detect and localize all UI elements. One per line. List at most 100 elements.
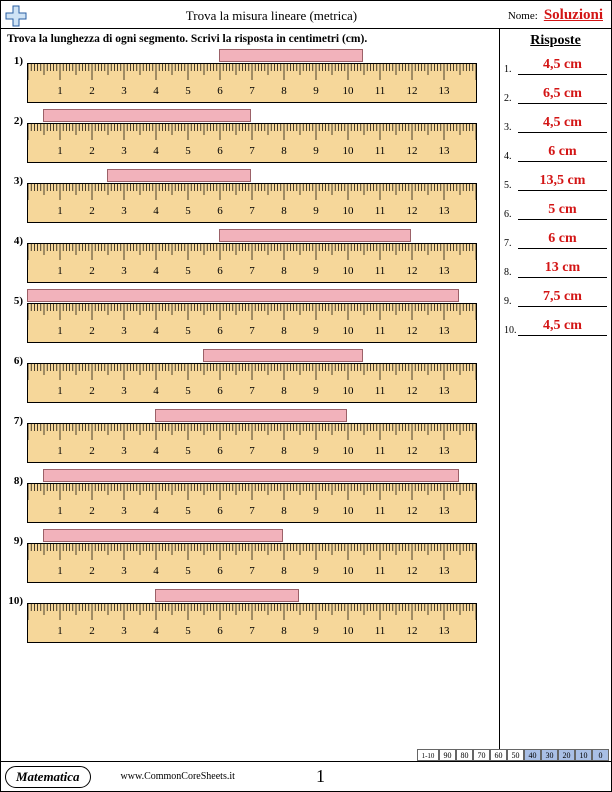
segment-bar (155, 589, 299, 602)
svg-text:6: 6 (217, 325, 223, 337)
problem-row: 9) 12345678910111213 (7, 529, 493, 583)
svg-text:10: 10 (343, 625, 355, 637)
ruler: 12345678910111213 (27, 603, 477, 643)
svg-text:5: 5 (185, 505, 191, 517)
answer-number: 9. (504, 296, 518, 307)
svg-text:13: 13 (439, 85, 451, 97)
svg-text:13: 13 (439, 265, 451, 277)
svg-text:9: 9 (313, 565, 319, 577)
page-title: Trova la misura lineare (metrica) (35, 8, 508, 24)
svg-text:5: 5 (185, 565, 191, 577)
segment-bar (203, 349, 363, 362)
svg-text:5: 5 (185, 205, 191, 217)
score-cell: 70 (473, 749, 490, 761)
answer-number: 1. (504, 64, 518, 75)
answer-row: 8. 13 cm (504, 260, 607, 278)
svg-text:6: 6 (217, 505, 223, 517)
svg-text:11: 11 (375, 325, 386, 337)
svg-text:13: 13 (439, 205, 451, 217)
svg-text:3: 3 (121, 85, 127, 97)
svg-text:10: 10 (343, 565, 355, 577)
problem-body: 12345678910111213 (27, 289, 477, 343)
svg-text:6: 6 (217, 85, 223, 97)
svg-text:8: 8 (281, 145, 287, 157)
ruler: 12345678910111213 (27, 423, 477, 463)
svg-text:13: 13 (439, 505, 451, 517)
svg-text:9: 9 (313, 445, 319, 457)
page-number: 1 (316, 766, 325, 787)
svg-text:2: 2 (89, 85, 95, 97)
answer-value: 13,5 cm (518, 173, 607, 191)
svg-text:1: 1 (57, 385, 63, 397)
svg-text:1: 1 (57, 265, 63, 277)
svg-text:3: 3 (121, 265, 127, 277)
ruler-wrap: 12345678910111213 (27, 483, 477, 523)
svg-text:5: 5 (185, 325, 191, 337)
svg-text:1: 1 (57, 565, 63, 577)
answer-value: 6,5 cm (518, 86, 607, 104)
svg-text:2: 2 (89, 145, 95, 157)
problem-number: 6) (7, 349, 27, 367)
problem-row: 8) 12345678910111213 (7, 469, 493, 523)
ruler-wrap: 12345678910111213 (27, 363, 477, 403)
answer-row: 5. 13,5 cm (504, 173, 607, 191)
answer-number: 8. (504, 267, 518, 278)
svg-text:4: 4 (153, 385, 159, 397)
problem-row: 7) 12345678910111213 (7, 409, 493, 463)
problem-body: 12345678910111213 (27, 589, 477, 643)
name-value: Soluzioni (544, 7, 603, 24)
svg-text:7: 7 (249, 625, 255, 637)
ruler: 12345678910111213 (27, 123, 477, 163)
svg-text:8: 8 (281, 445, 287, 457)
svg-text:11: 11 (375, 265, 386, 277)
answer-value: 7,5 cm (518, 289, 607, 307)
svg-text:13: 13 (439, 325, 451, 337)
svg-text:3: 3 (121, 385, 127, 397)
svg-text:7: 7 (249, 85, 255, 97)
svg-text:10: 10 (343, 85, 355, 97)
svg-text:3: 3 (121, 205, 127, 217)
svg-text:5: 5 (185, 145, 191, 157)
ruler: 12345678910111213 (27, 183, 477, 223)
svg-text:12: 12 (407, 445, 418, 457)
svg-text:3: 3 (121, 565, 127, 577)
svg-text:3: 3 (121, 145, 127, 157)
answer-value: 6 cm (518, 144, 607, 162)
problem-body: 12345678910111213 (27, 49, 477, 103)
svg-text:4: 4 (153, 505, 159, 517)
svg-text:9: 9 (313, 145, 319, 157)
svg-text:6: 6 (217, 445, 223, 457)
svg-text:9: 9 (313, 205, 319, 217)
ruler: 12345678910111213 (27, 243, 477, 283)
svg-text:7: 7 (249, 505, 255, 517)
svg-text:12: 12 (407, 145, 418, 157)
svg-text:10: 10 (343, 265, 355, 277)
ruler-wrap: 12345678910111213 (27, 243, 477, 283)
svg-text:12: 12 (407, 625, 418, 637)
svg-text:9: 9 (313, 505, 319, 517)
svg-text:4: 4 (153, 625, 159, 637)
instruction: Trova la lunghezza di ogni segmento. Scr… (7, 33, 493, 45)
score-cell: 80 (456, 749, 473, 761)
problem-row: 1) 12345678910111213 (7, 49, 493, 103)
problem-row: 5) 12345678910111213 (7, 289, 493, 343)
svg-text:8: 8 (281, 505, 287, 517)
problem-number: 5) (7, 289, 27, 307)
main: Trova la lunghezza di ogni segmento. Scr… (1, 29, 611, 761)
answer-row: 7. 6 cm (504, 231, 607, 249)
answer-row: 4. 6 cm (504, 144, 607, 162)
svg-text:3: 3 (121, 445, 127, 457)
ruler-wrap: 12345678910111213 (27, 123, 477, 163)
svg-text:4: 4 (153, 445, 159, 457)
svg-text:11: 11 (375, 625, 386, 637)
answers-title: Risposte (504, 33, 607, 49)
svg-text:8: 8 (281, 325, 287, 337)
svg-text:11: 11 (375, 205, 386, 217)
svg-text:7: 7 (249, 145, 255, 157)
svg-text:11: 11 (375, 565, 386, 577)
svg-text:3: 3 (121, 505, 127, 517)
svg-text:8: 8 (281, 625, 287, 637)
svg-text:7: 7 (249, 205, 255, 217)
svg-text:3: 3 (121, 325, 127, 337)
svg-text:6: 6 (217, 265, 223, 277)
